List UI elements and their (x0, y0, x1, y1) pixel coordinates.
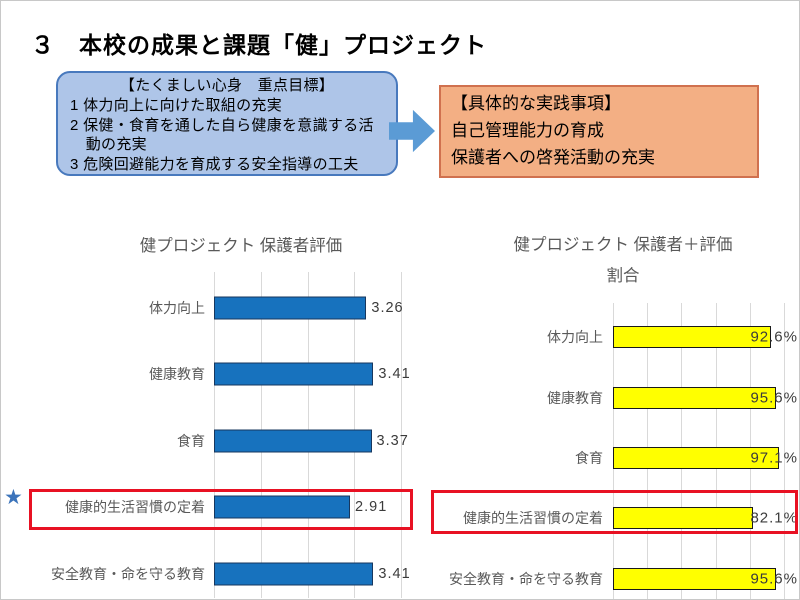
practice-box: 【具体的な実践事項】 自己管理能力の育成 保護者への啓発活動の充実 (439, 85, 759, 178)
category-label: 安全教育・命を守る教育 (449, 570, 603, 587)
bar (214, 429, 372, 453)
value-label: 97.1% (750, 449, 798, 467)
right-chart-title: 健プロジェクト 保護者＋評価 割合 (513, 236, 733, 285)
practice-box-heading: 【具体的な実践事項】 (451, 94, 621, 113)
bar-track: 3.26 (214, 275, 404, 342)
category-label: 食育 (177, 432, 205, 449)
chart-row: 安全教育・命を守る教育 95.6% (447, 549, 799, 599)
chart-row: 体力向上 92.6% (447, 307, 799, 367)
bar (214, 296, 367, 320)
bar (613, 446, 780, 469)
goal-item: 2 保健・食育を通した自ら健康を意識する活動の充実 (70, 116, 374, 154)
bar-track: 95.6% (613, 367, 797, 427)
bar-track: 3.41 (214, 541, 410, 600)
chart-row: 体力向上 3.26 (31, 275, 413, 342)
category-label: 健康的生活習慣の定着 (65, 499, 205, 516)
value-label: 3.41 (378, 565, 411, 582)
chart-row: 健康教育 3.41 (31, 341, 413, 408)
category-label: 健康教育 (547, 389, 603, 406)
bar (613, 507, 754, 530)
bar (613, 567, 777, 590)
bar (613, 386, 777, 409)
value-label: 3.26 (371, 299, 404, 316)
bar-track: 92.6% (613, 307, 797, 367)
bar (214, 362, 374, 386)
category-label: 健康教育 (149, 366, 205, 383)
gridline (401, 272, 402, 598)
chart-row: 安全教育・命を守る教育 3.41 (31, 541, 413, 600)
slide-title: ３ 本校の成果と課題「健」プロジェクト (31, 32, 487, 59)
goal-box: 【たくましい心身 重点目標】 1 体力向上に向けた取組の充実 2 保健・食育を通… (56, 71, 398, 176)
chart-row: 健康教育 95.6% (447, 367, 799, 427)
bar-track: 3.37 (214, 408, 408, 475)
goal-item: 3 危険回避能力を育成する安全指導の工夫 (70, 156, 359, 174)
bar-track: 82.1% (613, 488, 797, 548)
highlight-box-right (431, 490, 798, 534)
goal-item: 1 体力向上に向けた取組の充実 (70, 96, 283, 114)
category-label: 食育 (575, 449, 603, 466)
chart-row: 食育 3.37 (31, 408, 413, 475)
bar-track: 95.6% (613, 549, 797, 599)
bar-track: 3.41 (214, 341, 410, 408)
chart-row: 健康的生活習慣の定着 82.1% (447, 488, 799, 548)
value-label: 92.6% (750, 328, 798, 346)
bar (214, 495, 351, 519)
left-chart-title: 健プロジェクト 保護者評価 (139, 237, 343, 255)
value-label: 95.6% (750, 570, 798, 588)
category-label: 安全教育・命を守る教育 (51, 565, 205, 582)
chart-row: 食育 97.1% (447, 428, 799, 488)
star-icon: ★ (4, 486, 23, 509)
category-label: 健康的生活習慣の定着 (463, 510, 603, 527)
value-label: 3.41 (378, 366, 411, 383)
category-label: 体力向上 (149, 299, 205, 316)
bar (214, 562, 374, 586)
practice-line: 保護者への啓発活動の充実 (451, 148, 655, 167)
value-label: 82.1% (750, 509, 798, 527)
left-chart-rows: 体力向上 3.26 健康教育 3.41 食育 3.37 健康的生活習慣の定着 2.91 安全教育… (31, 275, 413, 600)
goal-box-heading: 【たくましい心身 重点目標】 (119, 77, 335, 94)
value-label: 2.91 (355, 499, 388, 516)
bar (613, 326, 772, 349)
bar-track: 2.91 (214, 474, 401, 541)
practice-line: 自己管理能力の育成 (451, 121, 604, 140)
highlight-box-left (29, 489, 413, 530)
chart-row: 健康的生活習慣の定着 2.91 (31, 474, 413, 541)
value-label: 3.37 (376, 432, 409, 449)
right-chart-rows: 体力向上 92.6% 健康教育 95.6% 食育 97.1% 健康的生活習慣の定着 82.1%… (447, 307, 799, 599)
category-label: 体力向上 (547, 329, 603, 346)
gridline (784, 303, 785, 599)
bar-track: 97.1% (613, 428, 797, 488)
value-label: 95.6% (750, 389, 798, 407)
